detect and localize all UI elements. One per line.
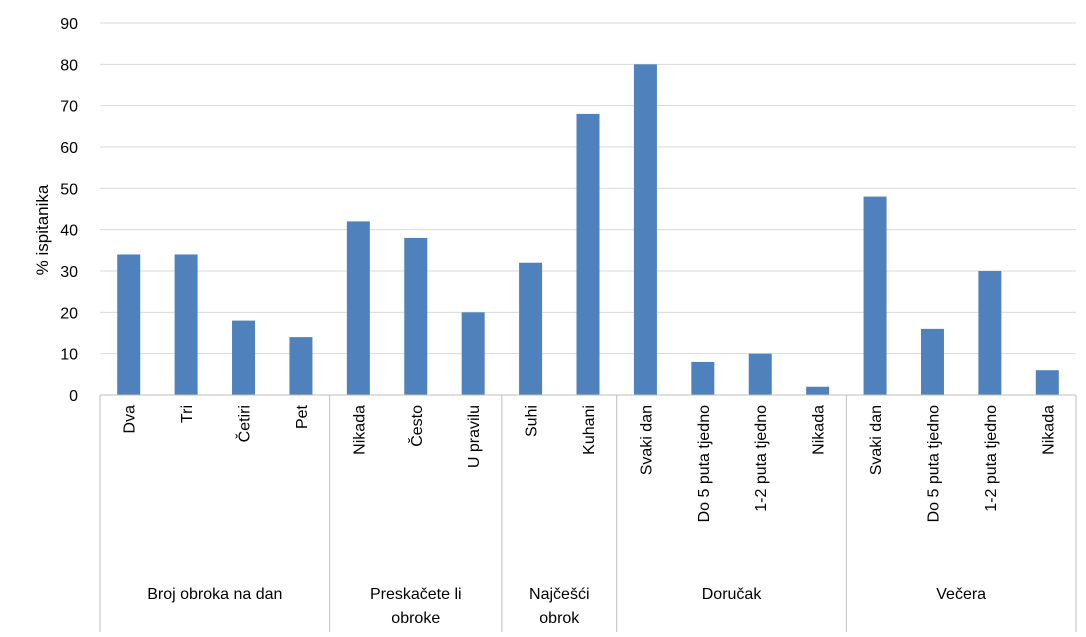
- bar: [691, 361, 715, 395]
- y-tick-label: 70: [60, 99, 78, 116]
- category-label: Nikada: [351, 405, 368, 455]
- y-tick-label: 40: [60, 223, 78, 240]
- group-label: Večera: [936, 586, 986, 603]
- group-label: Doručak: [702, 586, 763, 603]
- category-label: Dva: [122, 405, 139, 434]
- bar: [806, 386, 830, 395]
- group-label: Preskačete li obroke: [370, 586, 462, 627]
- category-label: Nikada: [1040, 405, 1057, 455]
- axis-layer: [99, 394, 1077, 632]
- category-label: Svaki dan: [868, 405, 885, 475]
- bar: [346, 221, 370, 395]
- bar: [232, 320, 256, 395]
- y-tick-label: 30: [60, 264, 78, 281]
- group-label: Broj obroka na dan: [147, 586, 282, 603]
- labels-layer: 0 10 20 30 40 50 60 70 80 90 Dva Tri Četiri Pet Nikada…: [60, 16, 1057, 627]
- y-tick-label: 80: [60, 57, 78, 74]
- category-label: 1-2 puta tjedno: [983, 405, 1000, 512]
- bar: [1035, 370, 1059, 395]
- category-label: Često: [407, 405, 426, 447]
- bar: [748, 353, 772, 395]
- bar: [174, 254, 198, 395]
- category-label: Do 5 puta tjedno: [925, 405, 942, 523]
- y-tick-label: 20: [60, 305, 78, 322]
- bar: [461, 312, 485, 395]
- category-label: Nikada: [811, 405, 828, 455]
- bar: [519, 262, 543, 395]
- bar: [576, 113, 600, 395]
- y-tick-label: 90: [60, 16, 78, 33]
- category-label: 1-2 puta tjedno: [753, 405, 770, 512]
- y-axis-title: % ispitanika: [33, 184, 52, 275]
- bar: [117, 254, 141, 395]
- category-label: Tri: [179, 405, 196, 423]
- category-label: Do 5 puta tjedno: [696, 405, 713, 523]
- y-tick-label: 50: [60, 181, 78, 198]
- category-label: U pravilu: [466, 405, 483, 468]
- category-label: Pet: [294, 404, 311, 429]
- bar: [863, 196, 887, 395]
- group-label: Najčešći obrok: [529, 586, 589, 627]
- bar: [978, 271, 1002, 395]
- category-label: Četiri: [235, 405, 254, 442]
- bar: [920, 328, 944, 395]
- category-label: Svaki dan: [638, 405, 655, 475]
- y-tick-label: 60: [60, 140, 78, 157]
- category-label: Suhi: [524, 405, 541, 437]
- bar: [404, 237, 428, 395]
- y-tick-label: 0: [69, 388, 78, 405]
- y-tick-label: 10: [60, 347, 78, 364]
- category-label: Kuhani: [581, 405, 598, 455]
- bars-layer: [117, 64, 1059, 395]
- bar: [633, 64, 657, 395]
- bar: [289, 337, 313, 395]
